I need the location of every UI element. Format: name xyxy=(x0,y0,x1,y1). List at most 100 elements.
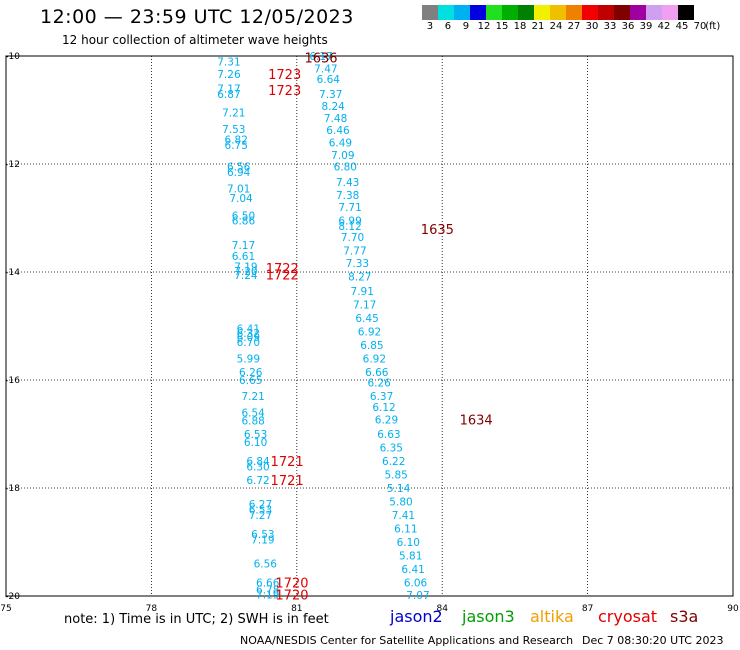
wave-height-label: 6.87 xyxy=(217,89,240,101)
wave-height-label: 7.53 xyxy=(222,124,245,136)
wave-height-label: 7.17 xyxy=(232,240,255,252)
wave-height-label: 7.04 xyxy=(229,193,253,205)
wave-height-label: 6.84 xyxy=(246,456,270,468)
color-scale-labels: 3 6 9 12 15 18 21 24 27 30 33 36 39 42 45 70 (ft) xyxy=(422,21,740,35)
wave-height-label: 6.11 xyxy=(394,524,417,536)
wave-height-label: 5.14 xyxy=(387,483,411,495)
wave-height-label: 6.09 xyxy=(237,332,260,344)
wave-height-label: 7.21 xyxy=(222,108,245,120)
wave-height-label: 6.92 xyxy=(358,326,381,338)
time-label: 1722 xyxy=(266,262,299,277)
wave-height-label: 6.63 xyxy=(377,429,400,441)
wave-height-label: 6.29 xyxy=(375,414,398,426)
wave-height-label: 6.41 xyxy=(237,324,260,336)
wave-height-label: 6.70 xyxy=(237,337,260,349)
scale-label: (ft) xyxy=(705,21,721,32)
legend-item-jason3: jason3 xyxy=(462,607,515,626)
wave-height-label: 6.64 xyxy=(317,74,341,86)
wave-height-label: 7.37 xyxy=(319,89,342,101)
wave-height-label: 7.21 xyxy=(241,391,264,403)
wave-height-label: 6.82 xyxy=(225,135,248,147)
scale-label: 3 xyxy=(426,21,434,32)
wave-height-label: 7.33 xyxy=(346,258,369,270)
wave-height-label: 7.48 xyxy=(324,113,347,125)
wave-height-label: 6.56 xyxy=(254,559,278,571)
wave-height-label: 6.99 xyxy=(338,216,361,228)
scale-swatch xyxy=(534,5,550,20)
wave-height-label: 6.94 xyxy=(227,167,251,179)
legend-item-jason2: jason2 xyxy=(390,607,443,626)
y-tick-label: -16 xyxy=(5,376,20,386)
wave-height-label: 6.78 xyxy=(256,585,279,597)
wave-height-label: 6.86 xyxy=(232,216,256,228)
x-tick-label: 87 xyxy=(582,604,593,614)
scale-label: 21 xyxy=(531,21,545,32)
wave-height-label: 6.12 xyxy=(372,402,395,414)
time-label: 1721 xyxy=(271,455,304,470)
wave-height-label: 7.24 xyxy=(234,270,258,282)
wave-height-label: 7.19 xyxy=(234,262,257,274)
wave-height-label: 7.91 xyxy=(351,286,374,298)
x-tick-label: 84 xyxy=(436,604,448,614)
scale-label: 39 xyxy=(639,21,653,32)
scale-label: 42 xyxy=(657,21,671,32)
wave-height-label: 5.99 xyxy=(237,353,260,365)
wave-height-label: 6.80 xyxy=(334,162,357,174)
wave-height-label: 6.10 xyxy=(397,537,420,549)
scale-swatch xyxy=(550,5,566,20)
wave-height-label: 6.26 xyxy=(367,378,391,390)
wave-height-label: 8.12 xyxy=(338,221,361,233)
wave-height-label: 8.27 xyxy=(348,271,371,283)
scale-label: 27 xyxy=(567,21,581,32)
scale-label: 24 xyxy=(549,21,563,32)
wave-height-label: 7.43 xyxy=(336,177,359,189)
scale-label: 9 xyxy=(462,21,470,32)
scale-swatch xyxy=(454,5,470,20)
scale-swatch xyxy=(502,5,518,20)
scale-swatch xyxy=(614,5,630,20)
wave-height-label: 8.24 xyxy=(321,101,345,113)
footer-timestamp: Dec 7 08:30:20 UTC 2023 xyxy=(582,634,724,647)
y-tick-label: -12 xyxy=(5,160,20,170)
wave-height-label: 7.41 xyxy=(392,510,415,522)
x-tick-label: 90 xyxy=(727,604,739,614)
scale-label: 18 xyxy=(513,21,527,32)
wave-height-label: 6.53 xyxy=(244,429,267,441)
wave-height-label: 7.77 xyxy=(343,245,366,257)
wave-height-label: 6.17 xyxy=(309,51,332,63)
wave-height-label: 7.31 xyxy=(217,56,240,68)
wave-height-label: 7.27 xyxy=(249,510,272,522)
time-label: 1723 xyxy=(268,68,301,83)
x-tick-label: 81 xyxy=(291,604,302,614)
scale-swatch xyxy=(646,5,662,20)
color-scale xyxy=(422,5,694,20)
time-label: 1720 xyxy=(275,588,308,603)
wave-height-label: 7.17 xyxy=(217,83,240,95)
wave-height-label: 7.01 xyxy=(227,183,250,195)
wave-height-label: 6.06 xyxy=(404,578,428,590)
scale-label: 6 xyxy=(444,21,452,32)
wave-height-label: 6.61 xyxy=(232,251,255,263)
wave-height-label: 6.45 xyxy=(355,313,378,325)
wave-height-label: 6.46 xyxy=(326,125,350,137)
wave-height-label: 6.26 xyxy=(239,367,263,379)
wave-height-label: 5.85 xyxy=(384,470,407,482)
wave-height-label: 6.53 xyxy=(251,529,274,541)
wave-height-label: 6.54 xyxy=(241,407,265,419)
chart-subtitle: 12 hour collection of altimeter wave hei… xyxy=(62,33,328,47)
legend-item-altika: altika xyxy=(530,607,574,626)
wave-height-label: 6.72 xyxy=(246,475,269,487)
wave-height-label: 7.38 xyxy=(336,190,359,202)
scale-label: 30 xyxy=(585,21,599,32)
wave-height-label: 7.47 xyxy=(314,63,337,75)
wave-height-label: 7.19 xyxy=(251,534,274,546)
scale-swatch xyxy=(678,5,694,20)
time-label: 1720 xyxy=(275,577,308,592)
wave-height-label: 7.09 xyxy=(331,150,354,162)
scale-label: 33 xyxy=(603,21,617,32)
wave-height-label: 7.71 xyxy=(338,202,361,214)
legend-item-s3a: s3a xyxy=(670,607,699,626)
scale-label: 45 xyxy=(675,21,689,32)
wave-height-label: 6.88 xyxy=(241,416,264,428)
scale-swatch xyxy=(422,5,438,20)
